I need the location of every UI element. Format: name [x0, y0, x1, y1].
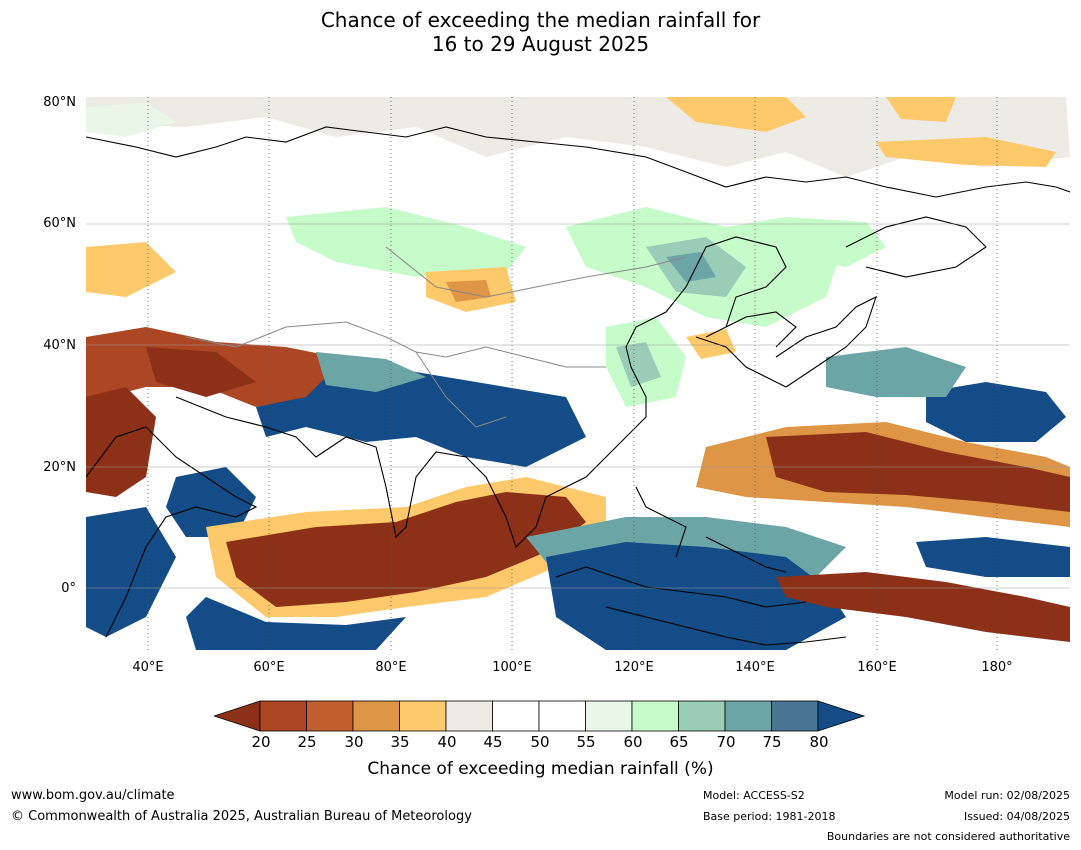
colorbar-tick: 35 — [390, 733, 410, 751]
rain-region — [926, 382, 1066, 442]
rain-region — [256, 367, 586, 467]
lon-label-80e: 80°E — [375, 660, 407, 675]
colorbar-segment — [399, 700, 447, 732]
map-title: Chance of exceeding the median rainfall … — [0, 8, 1081, 56]
colorbar-segment — [352, 700, 400, 732]
rain-region — [166, 467, 256, 537]
coastline — [555, 566, 807, 608]
coastline — [695, 336, 787, 388]
footer-base-period: Base period: 1981-2018 — [703, 810, 836, 823]
colorbar-segments — [214, 700, 866, 732]
rainfall-field — [86, 97, 1070, 650]
colorbar-tick: 60 — [623, 733, 643, 751]
graticule — [147, 97, 998, 650]
rain-region — [666, 97, 806, 132]
lon-label-140e: 140°E — [735, 660, 775, 675]
coastline — [86, 426, 258, 638]
rainfall-map — [86, 97, 1070, 650]
lon-label-40e: 40°E — [132, 660, 164, 675]
colorbar-segment — [492, 700, 540, 732]
rain-region — [186, 597, 406, 650]
colorbar — [214, 700, 866, 732]
colorbar-tick: 55 — [576, 733, 596, 751]
colorbar-tick: 45 — [483, 733, 503, 751]
coastline — [175, 266, 697, 549]
colorbar-segment — [724, 700, 772, 732]
footer-model-run: Model run: 02/08/2025 — [944, 789, 1070, 802]
footer-url[interactable]: www.bom.gov.au/climate — [11, 788, 175, 803]
colorbar-segment — [538, 700, 586, 732]
latitude-lines — [86, 223, 1070, 589]
rain-region — [876, 137, 1056, 167]
lat-label-40n: 40°N — [43, 338, 76, 353]
rain-region — [86, 387, 156, 497]
colorbar-extension-low — [214, 700, 261, 732]
rain-region — [446, 280, 491, 302]
rain-region — [546, 542, 846, 650]
rain-region — [886, 97, 956, 122]
colorbar-label: Chance of exceeding median rainfall (%) — [367, 759, 714, 779]
rain-region — [776, 572, 1070, 642]
footer-issued: Issued: 04/08/2025 — [963, 810, 1070, 823]
colorbar-segment — [445, 700, 493, 732]
rain-region — [726, 217, 886, 267]
colorbar-tick: 70 — [716, 733, 736, 751]
coastline — [635, 486, 687, 558]
rain-region — [666, 252, 716, 282]
lat-label-60n: 60°N — [43, 216, 76, 231]
footer-disclaimer: Boundaries are not considered authoritat… — [826, 830, 1070, 843]
rain-region — [286, 207, 526, 277]
colorbar-tick: 30 — [344, 733, 364, 751]
lon-label-160e: 160°E — [857, 660, 897, 675]
colorbar-tick: 80 — [809, 733, 829, 751]
rain-region — [686, 329, 736, 359]
rain-region — [766, 432, 1070, 512]
rain-region — [916, 537, 1070, 577]
colorbar-segment — [259, 700, 307, 732]
lon-label-100e: 100°E — [492, 660, 532, 675]
rain-region — [826, 347, 966, 397]
coastlines — [86, 126, 1070, 646]
coastline — [845, 216, 987, 278]
rain-region — [86, 102, 176, 137]
rain-region — [316, 352, 426, 392]
coastline — [605, 606, 847, 646]
rain-region — [146, 347, 256, 397]
lon-label-120e: 120°E — [614, 660, 654, 675]
colorbar-tick: 50 — [530, 733, 550, 751]
coastline — [775, 295, 877, 388]
coastline — [695, 236, 787, 338]
rain-region — [226, 492, 586, 607]
colorbar-segment — [585, 700, 633, 732]
lat-label-20n: 20°N — [43, 460, 76, 475]
colorbar-tick: 40 — [437, 733, 457, 751]
coastline — [725, 311, 797, 348]
footer-copyright: © Commonwealth of Australia 2025, Austra… — [11, 809, 472, 824]
rain-region — [86, 242, 176, 297]
lon-label-60e: 60°E — [253, 660, 285, 675]
title-line-2: 16 to 29 August 2025 — [431, 32, 650, 56]
colorbar-extension-high — [817, 700, 866, 732]
rain-region — [86, 97, 1070, 177]
lon-label-180: 180° — [981, 660, 1013, 675]
colorbar-tick: 65 — [669, 733, 689, 751]
colorbar-tick: 75 — [762, 733, 782, 751]
border — [385, 246, 687, 298]
lat-label-80n: 80°N — [43, 95, 76, 110]
colorbar-segment — [631, 700, 679, 732]
coastline — [705, 536, 787, 573]
colorbar-tick: 20 — [251, 733, 271, 751]
colorbar-segment — [306, 700, 354, 732]
coastline — [86, 126, 1070, 198]
colorbar-tick: 25 — [297, 733, 317, 751]
border — [415, 351, 507, 428]
colorbar-segment — [771, 700, 819, 732]
footer-model: Model: ACCESS-S2 — [703, 789, 805, 802]
title-line-1: Chance of exceeding the median rainfall … — [320, 8, 761, 32]
rain-region — [86, 507, 176, 637]
lat-label-0: 0° — [61, 581, 76, 596]
colorbar-segment — [678, 700, 726, 732]
